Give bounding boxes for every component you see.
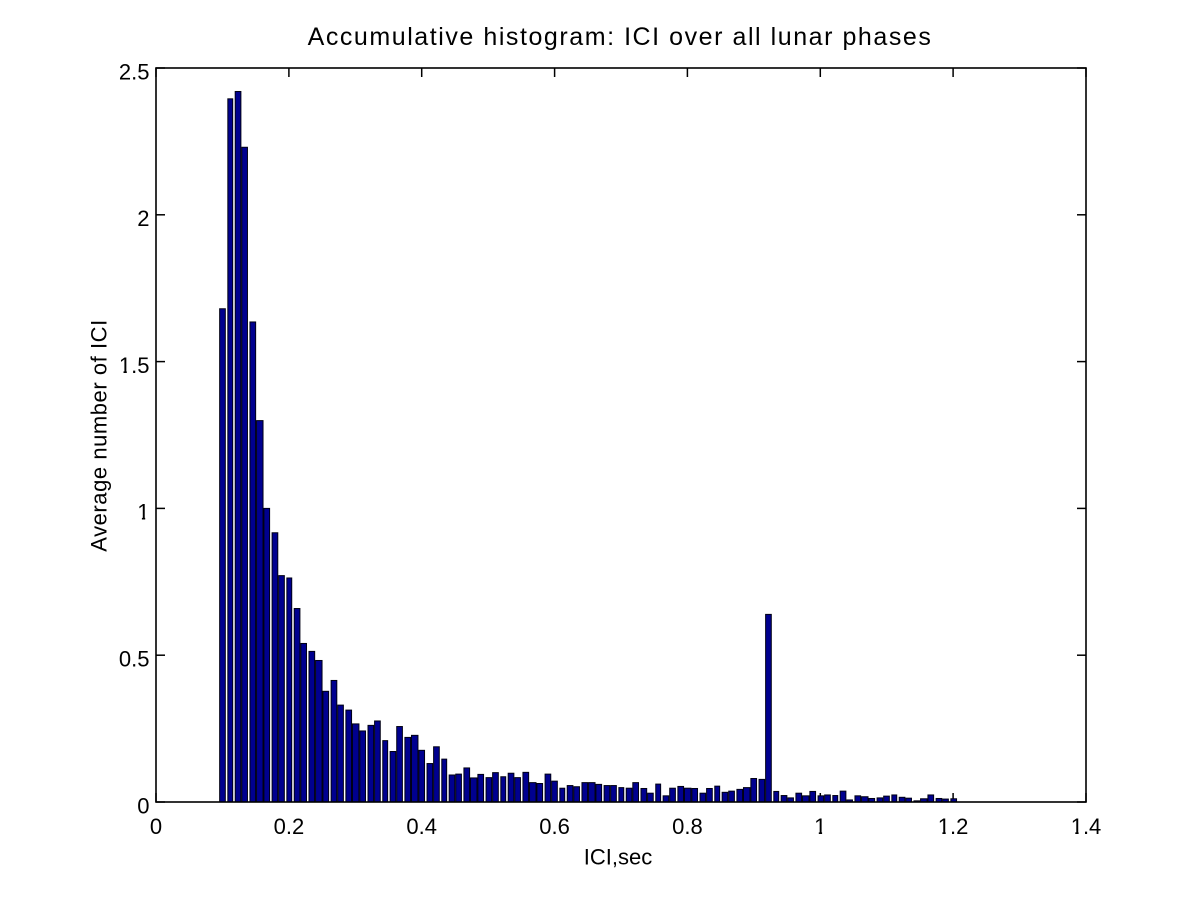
svg-text:1: 1 [814,814,826,839]
svg-text:Average number of ICI: Average number of ICI [87,319,112,551]
svg-text:Accumulative histogram: ICI ov: Accumulative histogram: ICI over all lun… [308,23,933,51]
svg-text:0.2: 0.2 [274,814,305,839]
svg-text:2.5: 2.5 [119,59,150,84]
svg-text:0: 0 [150,814,162,839]
svg-text:0.4: 0.4 [406,814,437,839]
svg-text:0.8: 0.8 [672,814,703,839]
svg-text:1.2: 1.2 [938,814,969,839]
svg-text:1: 1 [137,500,149,525]
svg-text:2: 2 [137,206,149,231]
svg-text:1.5: 1.5 [119,353,150,378]
svg-text:0.5: 0.5 [119,647,150,672]
svg-text:0: 0 [137,793,149,818]
svg-text:0.6: 0.6 [539,814,570,839]
svg-text:ICI,sec: ICI,sec [584,845,652,870]
svg-text:1.4: 1.4 [1071,814,1102,839]
